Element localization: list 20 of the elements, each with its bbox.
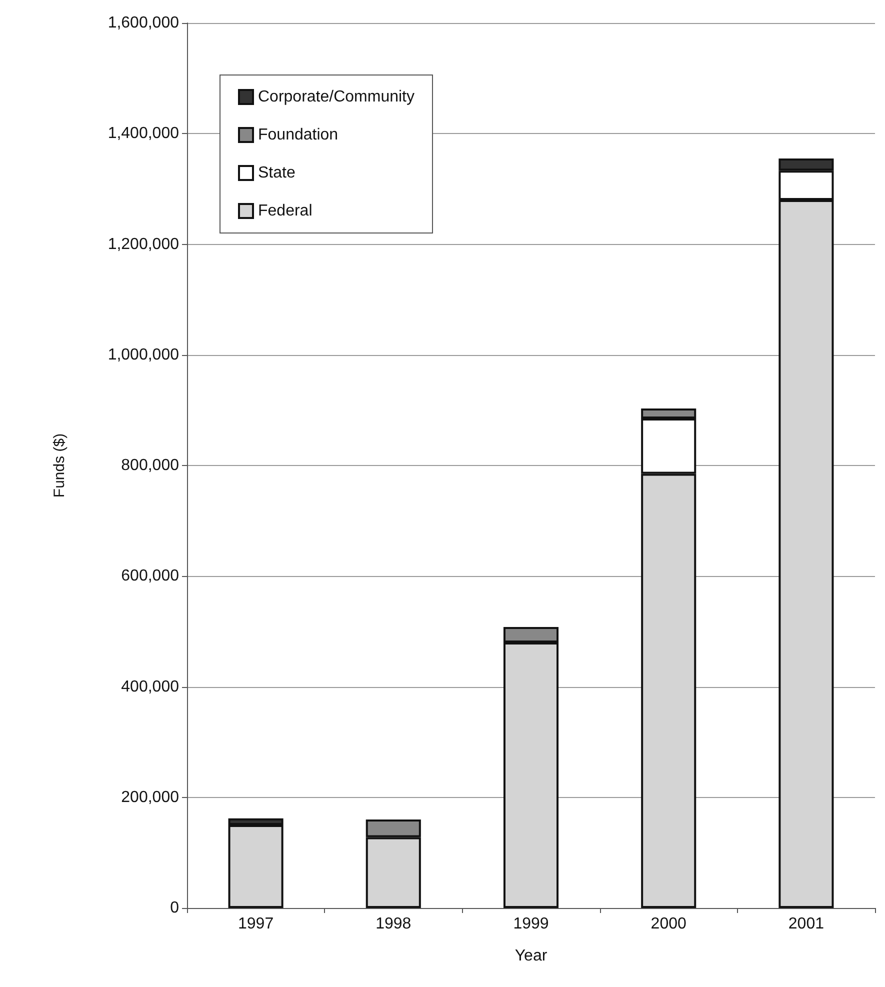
y-tick-label: 1,400,000 xyxy=(108,125,180,142)
y-tick-label: 1,000,000 xyxy=(108,346,180,364)
legend-label: Corporate/Community xyxy=(258,88,414,106)
x-tick-label: 2000 xyxy=(650,916,686,932)
legend-label: State xyxy=(258,164,296,182)
legend-label: Foundation xyxy=(258,126,338,144)
y-tick-label: 800,000 xyxy=(121,457,180,474)
x-tick-label: 2001 xyxy=(788,916,824,932)
legend-label: Federal xyxy=(258,202,312,220)
y-tick-label: 400,000 xyxy=(121,678,180,696)
x-tick-label: 1999 xyxy=(513,916,549,932)
y-tick-label: 1,200,000 xyxy=(108,236,180,253)
y-tick-label: 0 xyxy=(170,900,180,916)
y-tick-label: 200,000 xyxy=(121,788,180,806)
x-axis-title: Year xyxy=(514,948,548,964)
x-tick-label: 1997 xyxy=(238,916,274,932)
x-tick-label: 1998 xyxy=(376,916,412,932)
y-axis-title: Funds ($) xyxy=(51,433,68,498)
y-tick-label: 1,600,000 xyxy=(108,14,180,32)
y-tick-label: 600,000 xyxy=(121,568,180,585)
